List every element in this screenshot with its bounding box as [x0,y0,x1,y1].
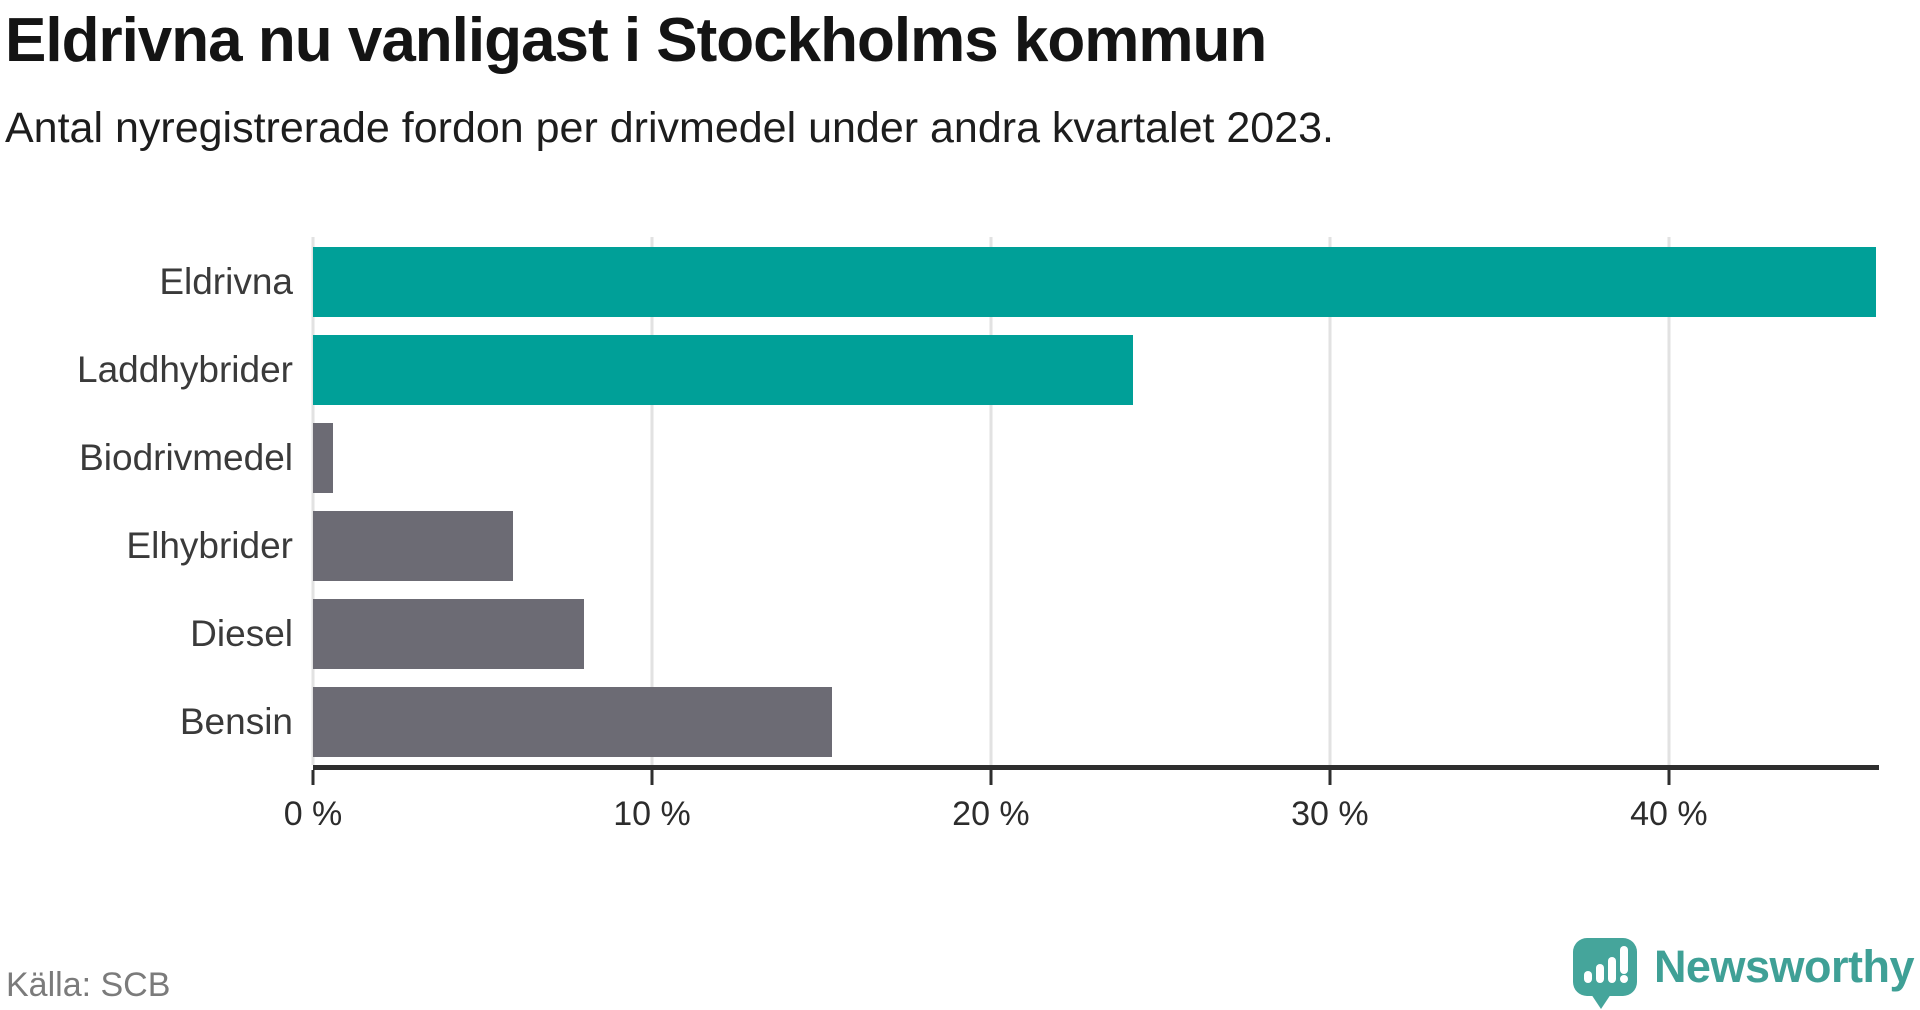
gridline-0 [311,237,315,765]
category-label: Eldrivna [159,261,293,302]
bar [313,247,1876,317]
x-axis: 0 % 10 % 20 % 30 % 40 % [284,770,1879,860]
brand-name: Newsworthy [1653,941,1915,992]
bar [313,335,1134,405]
plot-area: Eldrivna Laddhybrider Biodrivmedel Elhybrid… [77,237,1879,770]
tick-mark [1667,770,1671,785]
tick-label: 10 % [613,795,691,833]
logo-exclamation-bar [1619,946,1628,974]
tick-mark [650,770,654,785]
tick-label: 0 % [283,795,343,833]
category-label: Diesel [190,613,293,654]
chart-header: Eldrivna nu vanligast i Stockholms kommu… [5,0,1915,153]
bar [313,511,513,581]
logo-bar-3 [1607,957,1616,983]
category-label: Laddhybrider [77,349,293,390]
bar-row: Elhybrider [126,511,1879,581]
gridline-20 [989,237,993,765]
tick-mark [989,770,993,785]
bar-row: Laddhybrider [77,335,1879,405]
chart-title: Eldrivna nu vanligast i Stockholms kommu… [5,6,1267,75]
tick-label: 20 % [952,795,1030,833]
bar-series: Eldrivna Laddhybrider Biodrivmedel Elhybrid… [77,237,1879,765]
bar [313,687,832,757]
chart-subtitle: Antal nyregistrerade fordon per drivmede… [5,104,1334,153]
tick-mark [1328,770,1332,785]
tick-label: 30 % [1291,795,1369,833]
source-note: Källa: SCB [6,966,171,1004]
tick-label: 40 % [1630,795,1708,833]
logo-bar-1 [1583,971,1592,983]
tick-mark [311,770,315,785]
bar-row: Bensin [180,687,1879,757]
category-label: Biodrivmedel [79,437,293,478]
newsworthy-bubble-chart-icon [1572,938,1637,1009]
bar-row: Diesel [190,599,1879,669]
gridline-40 [1667,237,1671,765]
logo-bar-2 [1595,964,1604,983]
gridline-30 [1328,237,1332,765]
brand-logo: Newsworthy [1572,938,1915,1009]
bar [313,423,334,493]
bar-row: Biodrivmedel [79,423,1879,493]
category-label: Bensin [179,701,293,742]
logo-exclamation-dot [1619,975,1628,983]
bar-row: Eldrivna [159,247,1879,317]
bar [313,599,585,669]
gridline-10 [650,237,654,765]
category-label: Elhybrider [126,525,293,566]
